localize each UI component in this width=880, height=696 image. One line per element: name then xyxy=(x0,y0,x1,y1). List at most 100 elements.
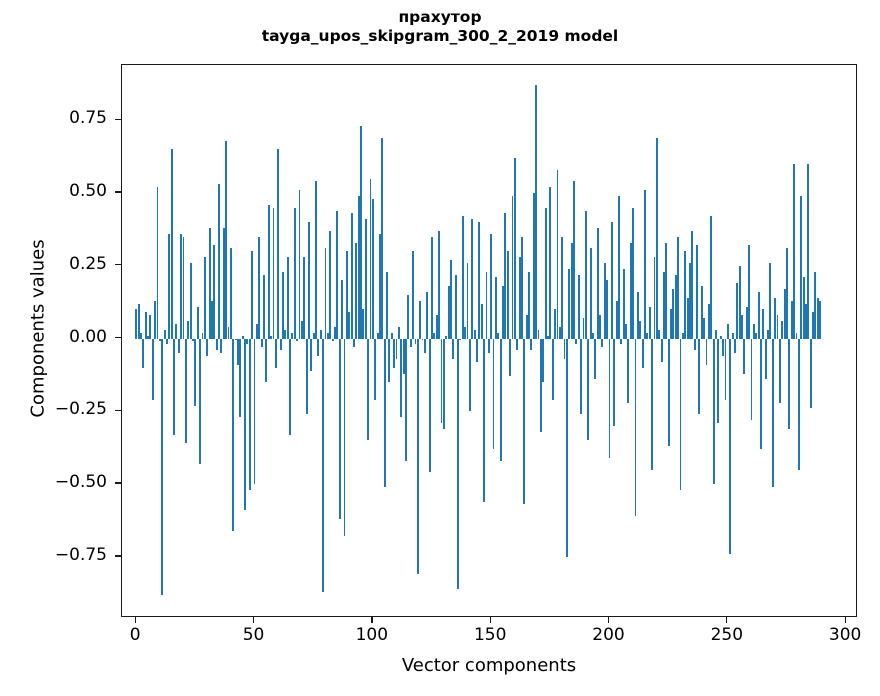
bar xyxy=(395,338,398,359)
bar xyxy=(719,335,722,339)
y-tick-mark xyxy=(115,555,121,557)
bar xyxy=(795,332,798,339)
bar xyxy=(189,262,192,339)
bar xyxy=(809,338,812,409)
bar xyxy=(284,329,287,339)
bar xyxy=(554,309,557,339)
bar xyxy=(691,230,694,339)
bar xyxy=(812,312,814,339)
bar xyxy=(528,271,530,339)
bar xyxy=(722,338,725,357)
bar xyxy=(237,338,239,365)
bar xyxy=(466,262,469,339)
bar xyxy=(281,271,284,339)
bar xyxy=(442,338,445,429)
bar xyxy=(684,251,687,339)
bar xyxy=(625,324,628,339)
bar xyxy=(196,306,199,339)
bar xyxy=(331,338,334,342)
bar xyxy=(658,329,661,339)
bar xyxy=(369,178,372,339)
bar xyxy=(317,338,320,357)
bar xyxy=(421,338,424,340)
bar xyxy=(807,163,810,339)
bar xyxy=(464,326,467,339)
bar xyxy=(291,332,294,339)
bar xyxy=(468,338,471,412)
bar xyxy=(386,271,388,339)
bar xyxy=(731,332,734,339)
bar xyxy=(367,338,370,441)
bar xyxy=(655,137,658,339)
bar xyxy=(646,332,649,339)
bar xyxy=(745,306,748,339)
bar xyxy=(341,280,344,339)
bar xyxy=(762,309,765,339)
bar xyxy=(459,338,462,340)
y-tick-label: 0.75 xyxy=(69,108,107,129)
bar xyxy=(575,338,578,345)
bar xyxy=(253,338,256,485)
bar xyxy=(485,271,488,339)
bar xyxy=(258,236,261,339)
bar xyxy=(587,338,590,441)
bar xyxy=(383,338,386,487)
bar xyxy=(606,280,609,339)
bar xyxy=(610,222,613,339)
bar xyxy=(248,338,251,490)
bar xyxy=(336,210,339,339)
chart-title-line-1: прахутор xyxy=(398,8,482,26)
bar xyxy=(158,338,161,342)
x-tick-mark xyxy=(607,617,610,623)
bar xyxy=(525,315,528,339)
y-tick-mark xyxy=(115,336,121,339)
bar xyxy=(203,257,206,339)
bar xyxy=(225,140,228,339)
bar xyxy=(471,219,474,339)
x-tick-label: 150 xyxy=(473,625,507,645)
bar xyxy=(580,338,583,415)
bar xyxy=(255,324,258,339)
bar xyxy=(246,338,249,345)
bar xyxy=(670,309,672,339)
bar xyxy=(563,338,566,359)
bar xyxy=(819,300,822,339)
bar xyxy=(499,338,502,461)
bar xyxy=(632,207,635,339)
bar xyxy=(800,195,803,339)
bar xyxy=(393,338,396,368)
bar xyxy=(497,332,500,339)
bar xyxy=(151,338,154,400)
bar xyxy=(506,251,509,339)
bar xyxy=(161,338,164,595)
bar xyxy=(139,332,142,339)
bar xyxy=(741,315,743,339)
bar xyxy=(199,338,202,464)
bar xyxy=(388,338,391,383)
bar xyxy=(379,233,381,339)
bar xyxy=(355,242,358,339)
bar xyxy=(511,195,514,339)
bar xyxy=(627,338,630,403)
bar xyxy=(480,303,483,339)
bar xyxy=(738,265,741,339)
bar xyxy=(615,300,618,339)
bar xyxy=(494,277,497,339)
bar xyxy=(705,338,708,365)
bar xyxy=(599,315,601,339)
bar xyxy=(149,315,152,339)
bar xyxy=(279,338,282,351)
bar xyxy=(476,338,478,362)
bar xyxy=(674,274,677,339)
bar xyxy=(405,338,407,461)
bar xyxy=(137,303,140,339)
bar xyxy=(788,338,791,429)
bar xyxy=(513,158,516,339)
bar xyxy=(755,332,758,339)
bar xyxy=(790,300,793,339)
x-tick-mark xyxy=(134,617,136,623)
bar xyxy=(634,338,637,517)
x-tick-mark xyxy=(844,617,846,623)
bar xyxy=(163,329,166,339)
bar xyxy=(312,332,315,339)
